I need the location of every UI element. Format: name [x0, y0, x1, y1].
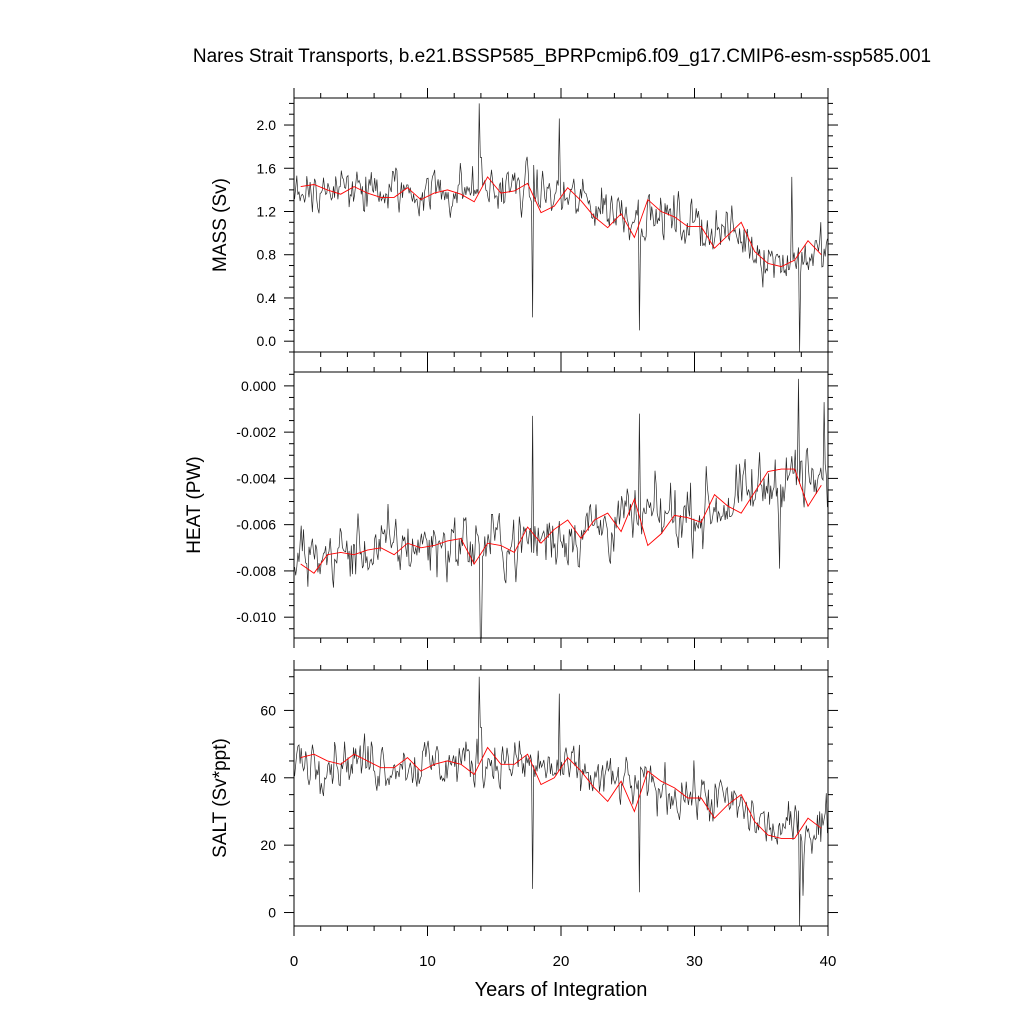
x-axis-label: Years of Integration — [475, 979, 648, 1001]
y-tick-label: 0.000 — [241, 378, 276, 394]
x-tick-label: 40 — [820, 953, 837, 970]
y-tick-label: 1.2 — [257, 203, 277, 219]
y-tick-label: 40 — [260, 770, 276, 786]
y-axis-label: SALT (Sv*ppt) — [210, 738, 231, 858]
x-tick-label: 30 — [686, 953, 703, 970]
x-tick-label: 10 — [419, 953, 436, 970]
panel-1: 0.0 0.4 0.8 1.2 1.6 2.0 MASS (Sv) — [210, 88, 838, 362]
series-annual-mean — [300, 746, 822, 839]
series-annual-mean — [300, 176, 822, 268]
y-tick-label: 60 — [260, 702, 276, 718]
y-tick-label: 1.6 — [257, 160, 277, 176]
panel-2: 0.000 -0.002 -0.004 -0.006 -0.008 -0.010 HEAT … — [184, 362, 838, 648]
y-tick-label: 0 — [268, 905, 276, 921]
panel-3: 0 20 40 60 SALT (Sv*ppt) 0 10 20 30 40 Years of In… — [210, 660, 838, 1001]
y-tick-label: -0.006 — [236, 517, 276, 533]
x-tick-label: 20 — [553, 953, 570, 970]
y-tick-label: -0.004 — [236, 470, 276, 486]
y-tick-label: 2.0 — [257, 117, 277, 133]
series-annual-mean — [300, 468, 822, 574]
y-axis-label: HEAT (PW) — [184, 456, 205, 553]
x-tick-label: 0 — [290, 953, 298, 970]
y-tick-label: 0.0 — [257, 333, 277, 349]
y-axis-label: MASS (Sv) — [210, 178, 231, 272]
plot-frame — [293, 97, 829, 353]
series-monthly — [294, 378, 828, 639]
y-tick-label: 0.4 — [257, 290, 277, 306]
series-monthly — [294, 103, 828, 353]
plot-frame — [293, 371, 829, 639]
y-tick-label: 0.8 — [257, 247, 277, 263]
y-tick-label: -0.002 — [236, 424, 276, 440]
plot-frame — [293, 669, 829, 927]
y-tick-label: -0.010 — [236, 609, 276, 625]
y-tick-label: 20 — [260, 837, 276, 853]
chart-title: Nares Strait Transports, b.e21.BSSP585_B… — [192, 46, 932, 67]
y-tick-label: -0.008 — [236, 563, 276, 579]
series-monthly — [294, 676, 828, 927]
